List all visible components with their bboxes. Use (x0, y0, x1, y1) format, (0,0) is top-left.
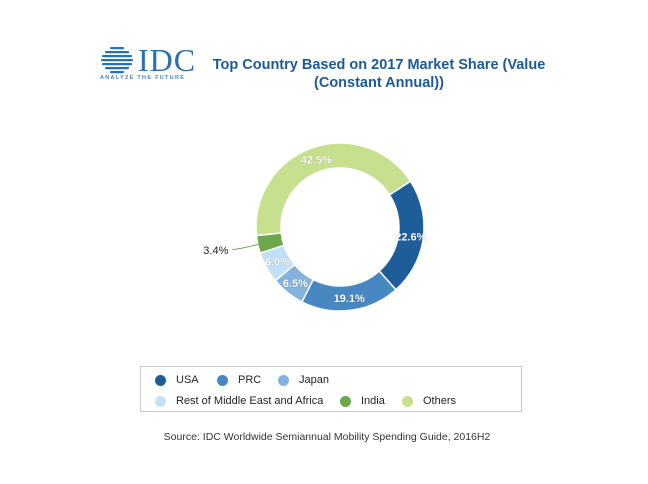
legend-item-japan: Japan (278, 374, 329, 386)
legend-label-india: India (361, 395, 385, 407)
chart-title-line-2: (Constant Annual)) (314, 75, 444, 91)
data-label-prc: 19.1% (334, 293, 365, 305)
globe-icon (101, 47, 133, 74)
legend-swatch-japan (278, 374, 289, 386)
leader-line-india (232, 243, 260, 251)
legend-label-others: Others (423, 395, 457, 407)
legend-swatch-rest-mea (155, 395, 166, 407)
legend-swatch-india (340, 395, 351, 407)
chart-legend: USA PRC Japan Rest of Middle East and Af… (140, 366, 522, 412)
idc-logo: IDC ANALYZE THE FUTURE (100, 42, 210, 82)
chart-title-line-1: Top Country Based on 2017 Market Share (… (212, 57, 546, 73)
data-label-usa: 22.6% (395, 232, 426, 244)
legend-item-others: Others (402, 395, 456, 407)
data-label-rest-of-middle-east-and-africa: 6.0% (265, 257, 290, 269)
legend-item-india: India (340, 395, 385, 407)
logo-tagline: ANALYZE THE FUTURE (100, 75, 186, 81)
slice-others (255, 142, 412, 237)
data-label-japan: 6.5% (283, 278, 308, 290)
legend-label-japan: Japan (299, 374, 329, 386)
legend-item-rest-mea: Rest of Middle East and Africa (155, 395, 323, 407)
legend-label-usa: USA (176, 374, 199, 386)
legend-swatch-usa (155, 374, 166, 386)
source-note: Source: IDC Worldwide Semiannual Mobilit… (163, 431, 491, 443)
slice-prc (300, 269, 397, 312)
legend-item-prc: PRC (217, 374, 261, 386)
legend-label-prc: PRC (238, 374, 262, 386)
legend-swatch-prc (217, 374, 228, 386)
logo-brand: IDC (138, 42, 197, 78)
legend-label-rest-mea: Rest of Middle East and Africa (176, 395, 324, 407)
data-label-india: 3.4% (203, 245, 228, 257)
legend-item-usa: USA (155, 374, 199, 386)
legend-swatch-others (402, 395, 413, 407)
data-label-others: 42.5% (301, 155, 332, 167)
chart-title: Top Country Based on 2017 Market Share (… (206, 56, 552, 92)
